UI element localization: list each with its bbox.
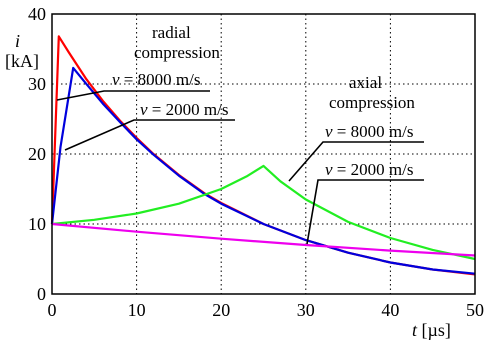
annot-axial-compression: compression <box>329 93 415 112</box>
x-tick-label: 30 <box>297 300 315 320</box>
y-tick-label: 20 <box>28 144 46 164</box>
series-line <box>51 222 476 257</box>
annot-v2000-radial: v = 2000 m/s <box>140 100 228 119</box>
annotation-leader <box>64 119 235 151</box>
annot-v8000-radial: v = 8000 m/s <box>112 70 200 89</box>
series-line <box>50 66 476 275</box>
y-tick-label: 0 <box>37 284 46 304</box>
y-tick-label: 30 <box>28 74 46 94</box>
x-tick-label: 10 <box>128 300 146 320</box>
annotation-leader <box>306 179 424 245</box>
x-tick-label: 20 <box>212 300 230 320</box>
y-axis-unit: [kA] <box>5 51 39 71</box>
annot-v8000-axial: v = 8000 m/s <box>325 122 413 141</box>
x-axis-label: t [µs] <box>412 320 451 340</box>
annot-axial: axial <box>349 73 382 92</box>
x-tick-label: 40 <box>381 300 399 320</box>
annotation-leader <box>56 90 210 101</box>
x-tick-label: 0 <box>48 300 57 320</box>
y-tick-label: 10 <box>28 214 46 234</box>
y-tick-label: 40 <box>28 4 46 24</box>
x-tick-label: 50 <box>466 300 484 320</box>
annot-radial-compression: compression <box>134 43 220 62</box>
series-line <box>51 164 476 261</box>
annotation-leader <box>288 141 424 182</box>
tick-labels: 0 10 20 30 40 50 0 10 20 30 40 <box>28 4 484 320</box>
y-axis-symbol: i <box>15 31 20 51</box>
annotation-leaders <box>56 90 424 245</box>
series-group <box>50 35 476 276</box>
annot-radial: radial <box>152 23 191 42</box>
plot-frame <box>51 13 476 295</box>
annot-v2000-axial: v = 2000 m/s <box>325 160 413 179</box>
